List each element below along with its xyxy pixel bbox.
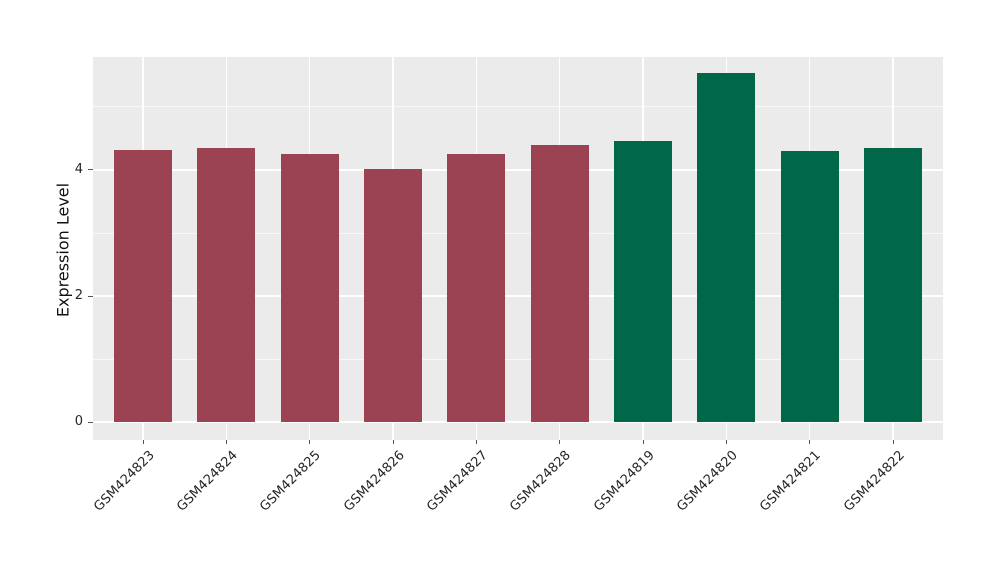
x-tick-label-text: GSM424826 — [341, 448, 408, 515]
x-tick-label-text: GSM424822 — [841, 448, 908, 515]
x-tick-label-text: GSM424820 — [674, 448, 741, 515]
y-tick-mark — [88, 421, 93, 423]
y-tick-label: 0 — [74, 414, 83, 430]
bar-GSM424825 — [280, 153, 339, 423]
bar-GSM424822 — [863, 147, 923, 423]
y-tick-mark — [88, 295, 93, 297]
x-tick-label-text: GSM424819 — [591, 448, 658, 515]
x-tick-mark — [892, 440, 894, 444]
bar-GSM424827 — [447, 153, 506, 423]
h-gridline-major — [93, 168, 943, 171]
bar-GSM424820 — [697, 73, 756, 423]
x-tick-mark — [225, 440, 227, 444]
x-tick-mark — [309, 440, 311, 444]
y-tick-label: 4 — [74, 161, 83, 177]
bar-GSM424821 — [780, 151, 839, 423]
x-tick-label-text: GSM424828 — [507, 448, 575, 515]
h-gridline-minor — [93, 106, 943, 108]
x-tick-label-text: GSM424825 — [257, 448, 325, 515]
bar-GSM424823 — [113, 149, 173, 423]
x-tick-mark — [642, 440, 644, 444]
x-tick-label-text: GSM424821 — [757, 448, 825, 515]
plot-panel — [93, 57, 943, 440]
x-tick-mark — [559, 440, 561, 444]
x-tick-mark — [475, 440, 477, 444]
x-tick-label-text: GSM424827 — [424, 448, 491, 515]
x-tick-mark — [809, 440, 811, 444]
bar-GSM424819 — [613, 140, 673, 423]
x-tick-label-text: GSM424824 — [174, 448, 241, 515]
h-gridline-major — [93, 295, 943, 298]
h-gridline-major — [93, 421, 943, 424]
x-tick-mark — [142, 440, 144, 444]
y-tick-mark — [88, 169, 93, 171]
h-gridline-minor — [93, 232, 943, 234]
h-gridline-minor — [93, 358, 943, 360]
y-tick-label: 2 — [74, 288, 83, 304]
bar-GSM424824 — [197, 147, 256, 423]
bar-GSM424828 — [530, 144, 589, 423]
bar-GSM424826 — [363, 168, 423, 423]
x-tick-mark — [725, 440, 727, 444]
x-tick-label-text: GSM424823 — [91, 448, 158, 515]
x-tick-mark — [392, 440, 394, 444]
